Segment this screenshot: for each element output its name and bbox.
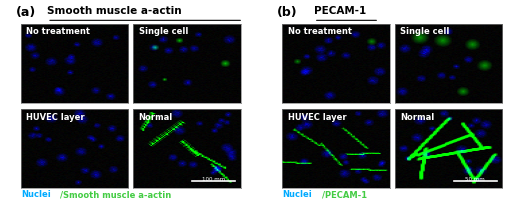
Text: Smooth muscle a-actin: Smooth muscle a-actin xyxy=(47,6,181,16)
Text: (b): (b) xyxy=(277,6,298,19)
Text: 50 mm: 50 mm xyxy=(465,177,485,182)
Text: HUVEC layer: HUVEC layer xyxy=(288,113,346,122)
Text: Single cell: Single cell xyxy=(400,28,450,37)
Text: /PECAM-1: /PECAM-1 xyxy=(322,190,367,199)
Text: 100 mm: 100 mm xyxy=(202,177,225,182)
Text: HUVEC layer: HUVEC layer xyxy=(26,113,85,122)
Text: No treatment: No treatment xyxy=(26,28,90,37)
Text: Normal: Normal xyxy=(400,113,435,122)
Text: Single cell: Single cell xyxy=(139,28,188,37)
Text: Nuclei: Nuclei xyxy=(282,190,312,199)
Text: /Smooth muscle a-actin: /Smooth muscle a-actin xyxy=(60,190,172,199)
Text: Nuclei: Nuclei xyxy=(21,190,51,199)
Text: Normal: Normal xyxy=(139,113,173,122)
Text: No treatment: No treatment xyxy=(288,28,352,37)
Text: (a): (a) xyxy=(16,6,36,19)
Text: PECAM-1: PECAM-1 xyxy=(314,6,366,16)
